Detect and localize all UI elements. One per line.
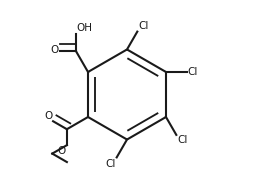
Text: O: O xyxy=(50,45,58,55)
Text: Cl: Cl xyxy=(188,67,198,77)
Text: Cl: Cl xyxy=(106,159,116,169)
Text: O: O xyxy=(44,111,52,121)
Text: Cl: Cl xyxy=(138,21,149,31)
Text: Cl: Cl xyxy=(177,136,187,146)
Text: OH: OH xyxy=(76,23,92,33)
Text: O: O xyxy=(57,146,66,156)
